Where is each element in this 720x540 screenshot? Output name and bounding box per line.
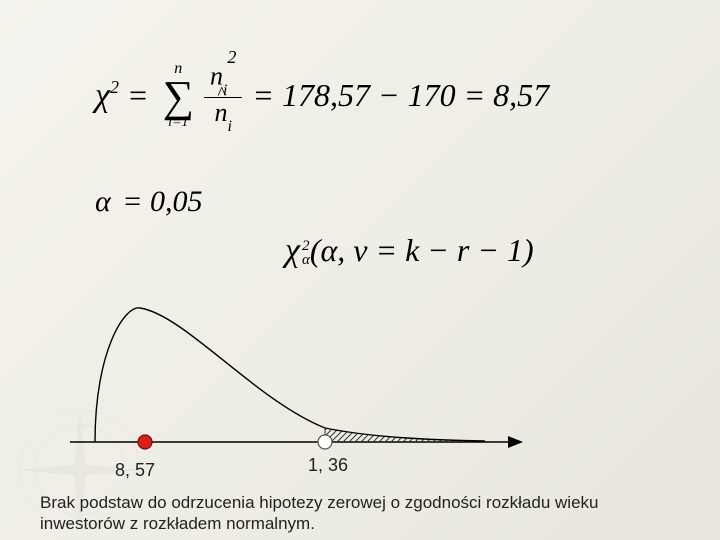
label-critical: 1, 36 bbox=[308, 455, 348, 476]
alpha-value: α = 0,05 bbox=[95, 185, 203, 219]
fraction: ni2 ni bbox=[204, 60, 242, 131]
chi-exponent: 2 bbox=[110, 77, 119, 98]
chi-symbol: χ bbox=[95, 77, 110, 115]
formula-chi-square: χ2 = n ∑ i=1 ni2 ni = 178,57 − 170 = 8,5… bbox=[95, 60, 549, 131]
rhs-values: = 178,57 − 170 = 8,57 bbox=[252, 77, 549, 114]
chi-critical-notation: χ2α(α, ν = k − r − 1) bbox=[285, 232, 534, 270]
critical-value-point bbox=[318, 435, 332, 449]
conclusion-text: Brak podstaw do odrzucenia hipotezy zero… bbox=[40, 492, 680, 535]
test-statistic-point bbox=[138, 435, 152, 449]
chi-distribution-plot bbox=[65, 300, 545, 470]
label-test-stat: 8, 57 bbox=[115, 460, 155, 481]
summation: n ∑ i=1 bbox=[163, 61, 194, 130]
density-curve bbox=[95, 308, 485, 442]
